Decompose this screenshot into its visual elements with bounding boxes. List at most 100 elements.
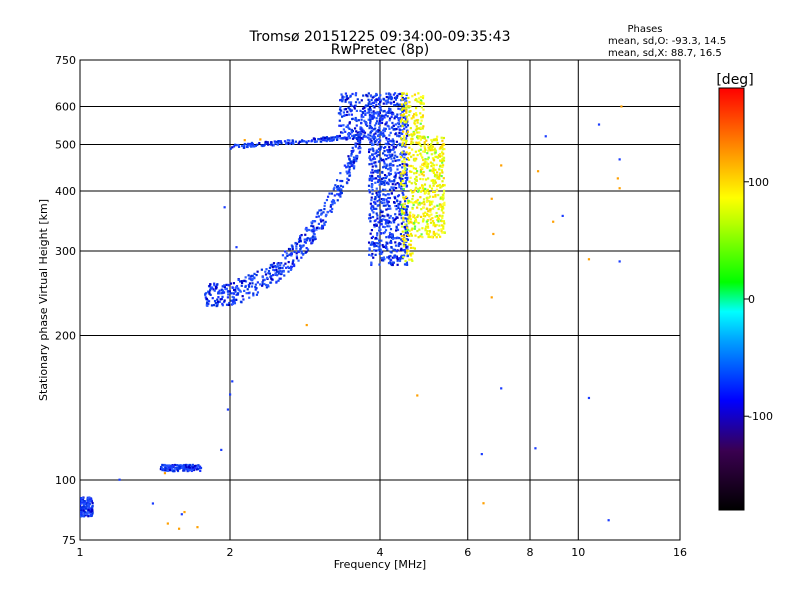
o-mode-point <box>388 173 391 177</box>
o-mode-point <box>374 164 377 167</box>
x-mode-point <box>620 105 623 108</box>
o-mode-point <box>168 464 171 467</box>
o-mode-point <box>183 463 186 467</box>
o-mode-point <box>363 134 366 137</box>
x-mode-point <box>400 103 404 106</box>
o-mode-point <box>374 152 378 155</box>
o-mode-point <box>398 210 401 213</box>
o-mode-point <box>394 197 397 200</box>
x-mode-point <box>416 198 419 202</box>
o-mode-point <box>374 141 377 144</box>
o-mode-point <box>399 178 402 181</box>
o-mode-point <box>165 468 169 471</box>
o-mode-point <box>335 179 339 182</box>
o-mode-point <box>385 102 388 105</box>
o-mode-point <box>399 125 402 128</box>
o-mode-point <box>394 183 397 186</box>
o-mode-point <box>385 154 389 157</box>
o-mode-point <box>368 253 371 256</box>
o-mode-point <box>375 149 379 152</box>
o-mode-point <box>216 298 219 301</box>
o-mode-point <box>340 191 343 195</box>
o-mode-point <box>382 245 385 249</box>
o-mode-point <box>387 207 390 210</box>
colorbar-label: [deg] <box>716 72 753 88</box>
o-mode-point <box>290 141 293 145</box>
o-mode-point <box>380 257 383 260</box>
o-mode-point <box>244 280 248 283</box>
o-mode-point <box>390 251 393 254</box>
o-mode-point <box>366 104 370 107</box>
x-mode-point <box>406 249 409 252</box>
x-mode-point <box>259 138 262 141</box>
x-mode-point <box>434 155 437 158</box>
o-mode-point <box>377 190 380 194</box>
o-mode-point <box>379 147 382 150</box>
o-mode-point <box>190 468 193 471</box>
o-mode-point <box>391 148 395 151</box>
o-mode-point <box>380 133 384 136</box>
o-mode-point <box>382 256 386 259</box>
o-mode-point <box>374 94 377 98</box>
o-mode-point <box>381 129 385 132</box>
o-mode-point <box>312 227 316 230</box>
x-mode-point <box>428 214 431 217</box>
x-mode-point <box>500 164 503 167</box>
o-mode-point <box>375 98 378 101</box>
o-mode-point <box>394 103 397 107</box>
o-mode-point <box>597 123 601 126</box>
x-mode-point <box>403 206 406 209</box>
o-mode-point <box>404 182 407 185</box>
x-mode-point <box>423 159 426 162</box>
o-mode-point <box>381 118 384 122</box>
o-mode-point <box>323 207 326 211</box>
o-mode-point <box>287 260 290 264</box>
x-mode-point <box>404 141 408 144</box>
o-mode-point <box>372 112 376 115</box>
o-mode-point <box>370 261 373 264</box>
o-mode-point <box>336 199 339 202</box>
x-mode-point <box>438 183 441 187</box>
x-mode-point <box>436 184 439 188</box>
o-mode-point <box>256 270 259 273</box>
o-mode-point <box>365 121 368 125</box>
o-mode-point <box>404 196 407 200</box>
o-mode-point <box>189 466 192 469</box>
o-mode-point <box>386 101 390 104</box>
y-tick-label: 200 <box>55 330 76 343</box>
o-mode-point <box>347 178 350 182</box>
o-mode-point <box>352 134 355 138</box>
o-mode-point <box>212 288 215 291</box>
o-mode-point <box>339 193 342 196</box>
o-mode-point <box>401 249 405 252</box>
x-mode-point <box>413 227 416 230</box>
o-mode-point <box>354 133 357 137</box>
o-mode-point <box>391 256 394 259</box>
o-mode-point <box>374 236 377 240</box>
x-mode-point <box>440 151 444 154</box>
o-mode-point <box>273 140 276 143</box>
o-mode-point <box>288 139 291 142</box>
o-mode-point <box>319 218 322 221</box>
o-mode-point <box>382 193 385 196</box>
o-mode-point <box>368 156 372 159</box>
x-mode-point <box>433 148 436 151</box>
o-mode-point <box>400 187 403 190</box>
o-mode-point <box>275 270 279 273</box>
o-mode-point <box>300 252 303 255</box>
o-mode-point <box>320 209 323 212</box>
o-mode-point <box>270 142 273 145</box>
x-mode-point <box>419 152 422 155</box>
x-mode-point <box>438 224 441 227</box>
o-mode-point <box>383 173 387 177</box>
x-mode-point <box>430 144 433 147</box>
o-mode-point <box>382 135 385 138</box>
o-mode-point <box>379 180 383 183</box>
o-mode-point <box>389 228 393 231</box>
o-mode-point <box>372 104 375 108</box>
o-mode-point <box>330 192 334 195</box>
o-mode-point <box>405 237 408 241</box>
o-mode-point <box>344 100 347 103</box>
o-mode-point <box>264 140 267 144</box>
x-mode-point <box>417 149 420 152</box>
